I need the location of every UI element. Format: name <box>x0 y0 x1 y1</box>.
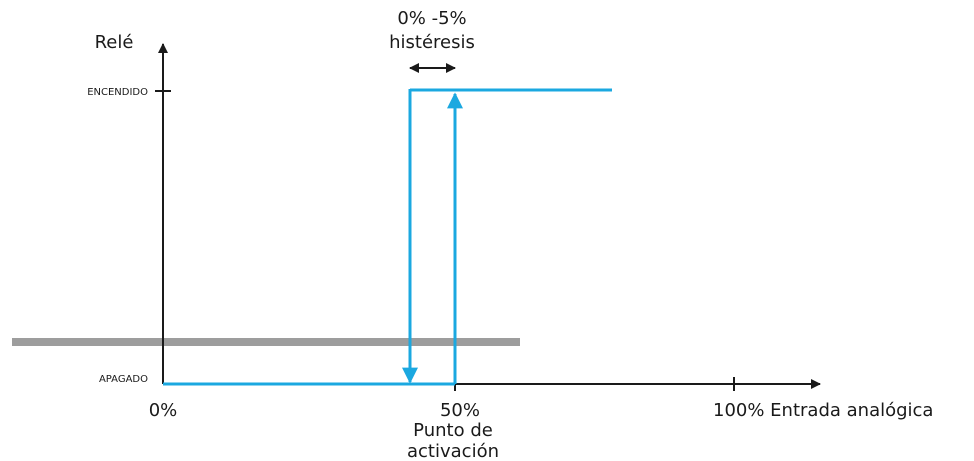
state-on-label: ENCENDIDO <box>87 87 148 98</box>
state-off-label: APAGADO <box>99 374 148 385</box>
y-axis-label: Relé <box>95 32 134 53</box>
activation-point-line2: activación <box>407 441 499 461</box>
activation-point-line1: Punto de <box>413 420 493 441</box>
x-tick-label-0: 0% <box>149 400 178 421</box>
x-tick-label-50: 50% <box>440 400 480 421</box>
hysteresis-range-label: 0% -5% <box>397 8 466 29</box>
hysteresis-label: histéresis <box>389 32 475 53</box>
x-tick-label-100: 100% Entrada analógica <box>713 400 933 421</box>
